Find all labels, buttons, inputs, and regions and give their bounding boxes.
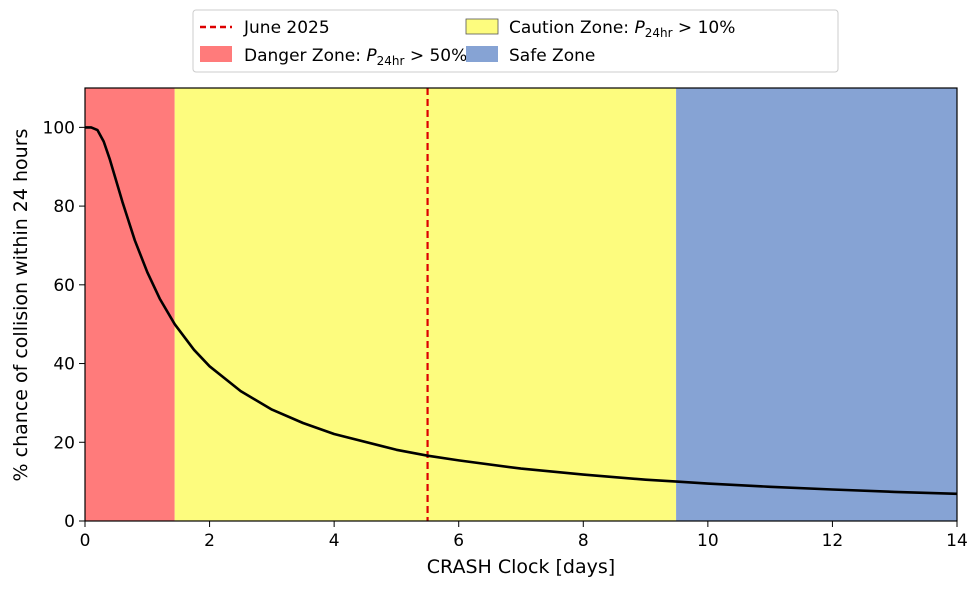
legend-safe-swatch xyxy=(466,46,498,62)
x-tick-label: 2 xyxy=(204,531,215,551)
x-tick-label: 4 xyxy=(329,531,340,551)
x-tick-label: 10 xyxy=(697,531,719,551)
y-axis-ticks: 0 20 40 60 80 100 xyxy=(43,118,85,532)
y-tick-label: 100 xyxy=(43,118,75,138)
legend-safe-label: Safe Zone xyxy=(509,46,595,66)
region-danger-zone xyxy=(85,88,175,521)
legend-caution-swatch xyxy=(465,18,499,35)
region-safe-zone xyxy=(676,88,957,521)
y-axis-label: % chance of collision within 24 hours xyxy=(10,129,32,482)
x-axis-ticks: 0 2 4 6 8 10 12 14 xyxy=(80,521,968,551)
plot-frame xyxy=(84,87,958,522)
x-tick-label: 12 xyxy=(822,531,844,551)
legend-june-label: June 2025 xyxy=(243,18,330,38)
series-lines xyxy=(85,126,958,496)
legend-danger-swatch xyxy=(200,46,232,62)
x-tick-label: 6 xyxy=(453,531,464,551)
region-caution-zone xyxy=(174,88,677,521)
x-tick-label: 14 xyxy=(946,531,968,551)
legend-caution-label: Caution Zone: P24hr > 10% xyxy=(509,18,735,40)
zone-regions xyxy=(85,88,957,521)
series-line xyxy=(85,126,958,496)
x-tick-label: 8 xyxy=(578,531,589,551)
y-tick-label: 0 xyxy=(64,512,75,532)
legend-box xyxy=(192,9,839,73)
y-tick-label: 80 xyxy=(53,197,75,217)
x-tick-label: 0 xyxy=(80,531,91,551)
y-tick-label: 60 xyxy=(53,276,75,296)
legend: June 2025 Danger Zone: P24hr > 50% Cauti… xyxy=(192,9,839,73)
x-axis-label: CRASH Clock [days] xyxy=(427,556,615,578)
y-tick-label: 40 xyxy=(53,355,75,375)
y-tick-label: 20 xyxy=(53,433,75,453)
legend-danger-label: Danger Zone: P24hr > 50% xyxy=(244,46,467,68)
